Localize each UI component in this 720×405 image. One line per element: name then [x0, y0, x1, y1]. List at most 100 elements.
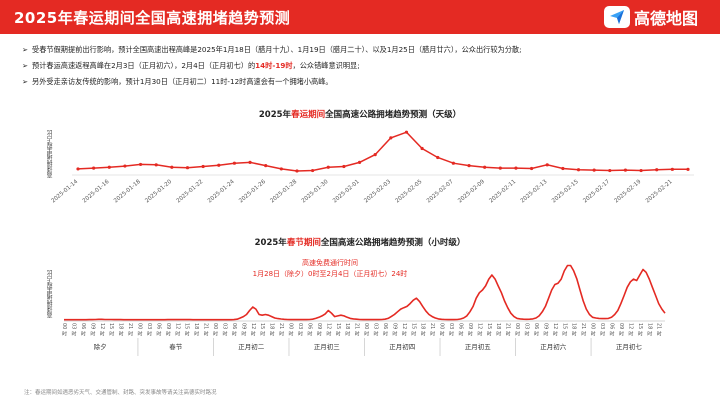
summary-bullets: ➢ 受春节假期提前出行影响，预计全国高速出程高峰是2025年1月18日（腊月十九）… [22, 42, 702, 90]
bullet-item: ➢ 另外受走亲访友传统的影响，预计1月30日（正月初二）11时-12时高速会有一个… [22, 74, 702, 90]
x-tick-label: 2025-01-20 [144, 179, 173, 205]
arrow-bullet-icon: ➢ [22, 61, 29, 70]
bullet-text: 受春节假期提前出行影响，预计全国高速出程高峰是2025年1月18日（腊月十九）、… [32, 45, 522, 54]
data-point [232, 161, 237, 165]
data-point [514, 166, 518, 170]
hour-tick-label: 06 时 [231, 323, 237, 336]
hour-tick-label: 18 时 [269, 323, 275, 336]
x-tick-label: 2025-01-30 [301, 179, 330, 205]
data-point [498, 166, 502, 170]
data-point [529, 166, 534, 171]
hour-tick-label: 15 时 [184, 323, 190, 336]
x-tick-label: 2025-01-18 [113, 179, 142, 205]
hour-tick-label: 09 时 [467, 323, 473, 336]
hour-tick-label: 09 时 [316, 323, 322, 336]
hour-tick-label: 06 时 [306, 323, 312, 336]
page-title: 2025年春运期间全国高速拥堵趋势预测 [14, 9, 291, 27]
day-label: 正月初二 [238, 342, 265, 351]
data-point [279, 167, 283, 171]
bullet-item: ➢ 受春节假期提前出行影响，预计全国高速出程高峰是2025年1月18日（腊月十九）… [22, 42, 702, 58]
data-point [201, 164, 205, 169]
hour-tick-label: 09 时 [391, 323, 397, 336]
series-line [77, 131, 688, 172]
hour-tick-label: 09 时 [542, 323, 548, 336]
data-point [639, 168, 643, 173]
bullet-text: 另外受走亲访友传统的影响，预计1月30日（正月初二）11时-12时高速会有一个拥… [32, 77, 333, 86]
hour-tick-label: 12 时 [99, 323, 105, 336]
hour-tick-label: 03 时 [599, 323, 605, 336]
data-point [138, 162, 143, 167]
annotation-line: 1月28日（除夕）0时至2月4日（正月初七）24时 [252, 270, 408, 278]
data-point [92, 166, 96, 170]
hour-tick-label: 06 时 [609, 323, 615, 336]
data-point [483, 165, 487, 169]
hour-tick-label: 03 时 [373, 323, 379, 336]
x-tick-label: 2025-02-03 [363, 179, 392, 205]
x-tick-label: 2025-02-15 [551, 179, 580, 205]
x-tick-label: 2025-01-28 [269, 179, 298, 205]
hour-tick-label: 06 时 [533, 323, 539, 336]
data-point [576, 168, 581, 172]
hour-tick-label: 12 时 [476, 323, 482, 336]
data-point [357, 160, 362, 164]
hour-tick-label: 09 时 [89, 323, 95, 336]
data-point [248, 160, 252, 164]
hour-tick-label: 12 时 [250, 323, 256, 336]
hour-tick-label: 21 时 [656, 323, 662, 336]
x-tick-label: 2025-02-19 [614, 179, 643, 205]
hour-tick-label: 21 时 [127, 323, 133, 336]
x-tick-label: 2025-02-09 [457, 179, 486, 205]
arrow-bullet-icon: ➢ [22, 77, 29, 86]
hour-tick-label: 00 时 [212, 323, 218, 336]
series-line [64, 264, 666, 321]
data-point [389, 136, 393, 140]
day-label: 正月初六 [540, 342, 567, 351]
hour-tick-label: 15 时 [561, 323, 567, 336]
bullet-item: ➢ 预计春运高速返程高峰在2月3日（正月初六），2月4日（正月初七）的14时-19… [22, 58, 702, 74]
hour-tick-label: 12 时 [627, 323, 633, 336]
hour-tick-label: 18 时 [344, 323, 350, 336]
hour-tick-label: 21 时 [505, 323, 511, 336]
hour-tick-label: 21 时 [203, 323, 209, 336]
hour-tick-label: 03 时 [448, 323, 454, 336]
data-point [264, 164, 268, 168]
hour-tick-label: 00 时 [439, 323, 445, 336]
hour-tick-label: 21 时 [580, 323, 586, 336]
day-label: 春节 [169, 342, 183, 351]
data-point [623, 168, 628, 172]
footnote: 注：春运期间如遇恶劣天气、交通管制、封路、突发事故等请关注高德实时路况 [24, 390, 217, 396]
x-tick-label: 2025-02-17 [582, 179, 611, 205]
data-point [561, 166, 565, 171]
hour-tick-label: 18 时 [193, 323, 199, 336]
data-point [154, 163, 158, 167]
x-tick-label: 2025-02-11 [488, 179, 517, 205]
hour-tick-label: 03 时 [146, 323, 152, 336]
hour-tick-label: 06 时 [155, 323, 161, 336]
hour-tick-label: 03 时 [221, 323, 227, 336]
x-tick-label: 2025-02-13 [520, 179, 549, 205]
hour-tick-label: 03 时 [524, 323, 530, 336]
hour-tick-label: 15 时 [108, 323, 114, 336]
x-tick-label: 2025-01-16 [82, 179, 111, 205]
hour-tick-label: 03 时 [70, 323, 76, 336]
hour-tick-label: 18 时 [571, 323, 577, 336]
hour-tick-label: 09 时 [618, 323, 624, 336]
data-point [686, 167, 690, 171]
chart1-title: 2025年春运期间全国高速公路拥堵趋势预测（天级） [258, 110, 462, 120]
x-tick-label: 2025-01-14 [51, 179, 80, 205]
bullet-highlight: 14时-19时 [255, 61, 293, 70]
day-label: 除夕 [94, 342, 107, 351]
hour-tick-label: 18 时 [646, 323, 652, 336]
data-point [373, 153, 377, 157]
hour-tick-label: 12 时 [325, 323, 331, 336]
data-point [185, 166, 190, 170]
hour-tick-label: 09 时 [165, 323, 171, 336]
hour-tick-label: 15 时 [410, 323, 416, 336]
data-point [545, 163, 549, 167]
data-point [670, 167, 674, 171]
hour-tick-label: 12 时 [401, 323, 407, 336]
hour-tick-label: 03 时 [297, 323, 303, 336]
hour-tick-label: 00 时 [137, 323, 143, 336]
data-point [170, 165, 174, 169]
hour-tick-label: 00 时 [590, 323, 596, 336]
